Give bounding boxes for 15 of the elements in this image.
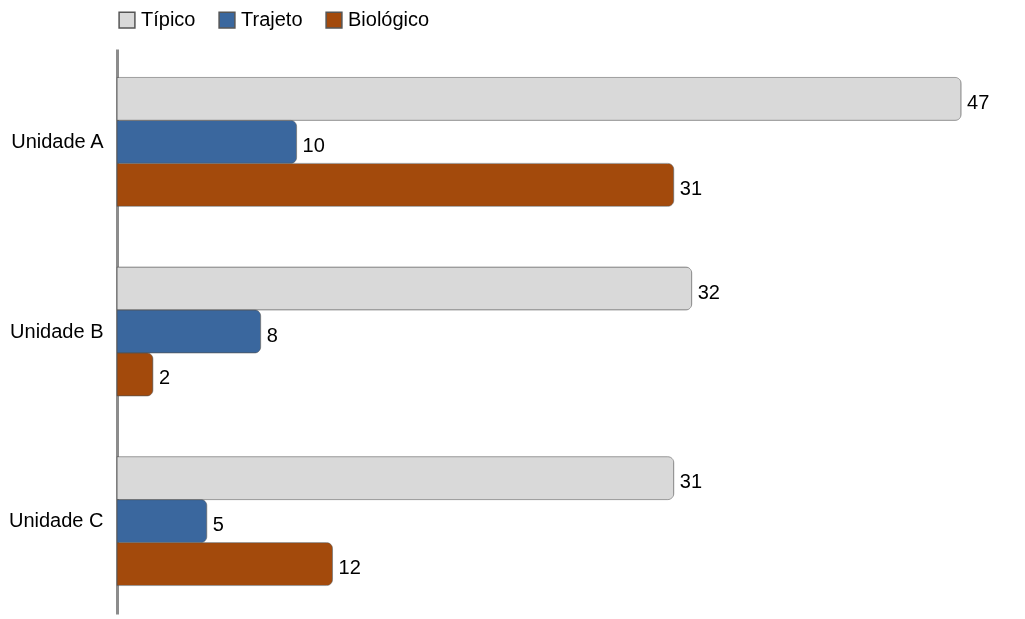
y-tick-label: Unidade B xyxy=(10,319,104,342)
data-label: 2 xyxy=(158,366,171,389)
data-label: 47 xyxy=(967,90,990,113)
data-label: 31 xyxy=(679,176,703,199)
data-label: 10 xyxy=(302,133,325,156)
legend-label: Trajeto xyxy=(241,8,303,31)
y-tick-label: Unidade A xyxy=(11,129,105,152)
data-label: 12 xyxy=(338,556,361,579)
legend-label: Típico xyxy=(141,8,196,31)
legend-label: Biológico xyxy=(348,8,430,31)
data-label: 5 xyxy=(212,513,224,536)
data-label: 31 xyxy=(679,470,703,493)
y-tick-label: Unidade C xyxy=(8,509,104,532)
data-label: 32 xyxy=(697,280,720,303)
data-label: 8 xyxy=(266,323,278,346)
